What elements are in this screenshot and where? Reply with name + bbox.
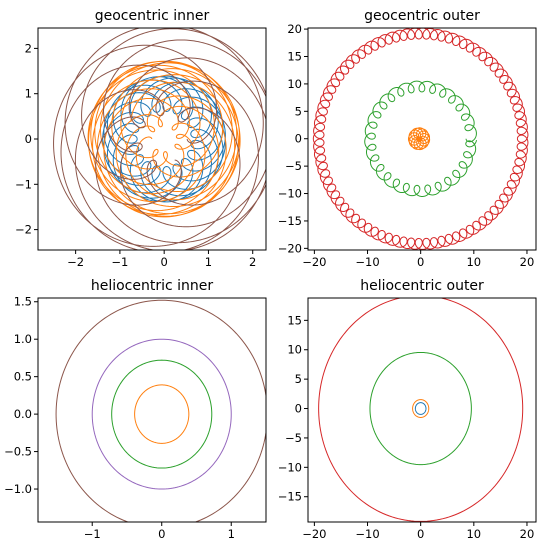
y-tick-label: 15: [287, 50, 302, 64]
x-tick-label: 2: [249, 255, 256, 269]
x-tick-label: −1: [111, 255, 128, 269]
y-tick-label: 10: [287, 343, 302, 357]
y-tick-label: −5: [285, 431, 302, 445]
subplot-geocentric-inner: geocentric inner −2 −1 0 1 2 −2 −1 0 1 2: [15, 8, 267, 269]
y-tick-label: −0.5: [4, 445, 32, 459]
y-tick-label: 15: [287, 313, 302, 327]
x-tick-label: 10: [466, 255, 481, 269]
x-tick-label: 1: [205, 255, 212, 269]
x-tick-label: 0: [417, 527, 424, 541]
x-tick-label: −2: [67, 255, 84, 269]
x-tick-label: 0: [161, 255, 168, 269]
y-tick-label: 0.0: [14, 407, 32, 421]
y-tick-label: 2: [25, 41, 32, 55]
x-tick-label: 20: [520, 255, 535, 269]
y-tick-label: 0.5: [14, 370, 32, 384]
chart-title: geocentric outer: [364, 8, 480, 24]
y-tick-label: −1.0: [4, 482, 32, 496]
series-line: [134, 384, 190, 444]
x-tick-label: 0: [417, 255, 424, 269]
x-tick-label: 20: [520, 527, 535, 541]
y-tick-label: −1: [15, 177, 32, 191]
series-line: [369, 351, 472, 466]
x-tick-label: −20: [302, 255, 326, 269]
y-tick-label: 5: [295, 104, 302, 118]
y-tick-label: 0: [25, 132, 32, 146]
y-tick-label: 0: [295, 402, 302, 416]
x-tick-label: 10: [466, 527, 481, 541]
plot-area: [318, 298, 524, 522]
y-tick-label: 5: [295, 372, 302, 386]
y-tick-label: −20: [278, 241, 302, 255]
subplot-heliocentric-outer: heliocentric outer −20 −10 0 10 20 −15 −10 −5 0 5 1…: [278, 278, 537, 541]
y-tick-label: 0: [295, 132, 302, 146]
y-tick-label: −2: [15, 223, 32, 237]
series-line: [312, 28, 529, 250]
chart-title: geocentric inner: [95, 8, 210, 24]
y-tick-label: 1: [25, 87, 32, 101]
x-tick-label: −10: [355, 527, 379, 541]
chart-title: heliocentric inner: [91, 278, 214, 294]
y-tick-label: 1.0: [14, 332, 32, 346]
y-tick-label: 10: [287, 77, 302, 91]
series-line: [364, 80, 478, 197]
plot-area: [312, 28, 529, 250]
axes-frame: [307, 297, 537, 523]
y-tick-label: −10: [278, 460, 302, 474]
x-tick-label: 0: [158, 527, 165, 541]
x-tick-label: −10: [355, 255, 379, 269]
y-tick-label: −15: [278, 214, 302, 228]
y-tick-label: −5: [285, 159, 302, 173]
y-tick-label: −10: [278, 187, 302, 201]
y-tick-label: 1.5: [14, 295, 32, 309]
series-line: [412, 399, 430, 418]
subplot-heliocentric-inner: heliocentric inner −1 0 1 −1.0 −0.5 0.0 0.5 1.0 1…: [4, 278, 267, 541]
plot-area: [53, 28, 266, 250]
x-tick-label: 1: [228, 527, 235, 541]
subplot-geocentric-outer: geocentric outer −20 −10 0 10 20 −20 −15 −10 −5 0 5…: [278, 8, 537, 269]
plot-area: [55, 299, 266, 522]
series-line: [91, 338, 232, 490]
series-line: [414, 402, 427, 415]
y-tick-label: 20: [287, 22, 302, 36]
series-line: [55, 299, 266, 522]
series-line: [318, 298, 524, 522]
series-line: [87, 60, 241, 218]
chart-title: heliocentric outer: [360, 278, 484, 294]
series-line: [111, 359, 213, 469]
axes-frame: [37, 297, 267, 523]
x-tick-label: −1: [84, 527, 101, 541]
series-line: [53, 28, 266, 250]
series-line: [407, 127, 431, 151]
x-tick-label: −20: [302, 527, 326, 541]
y-tick-label: −15: [278, 490, 302, 504]
